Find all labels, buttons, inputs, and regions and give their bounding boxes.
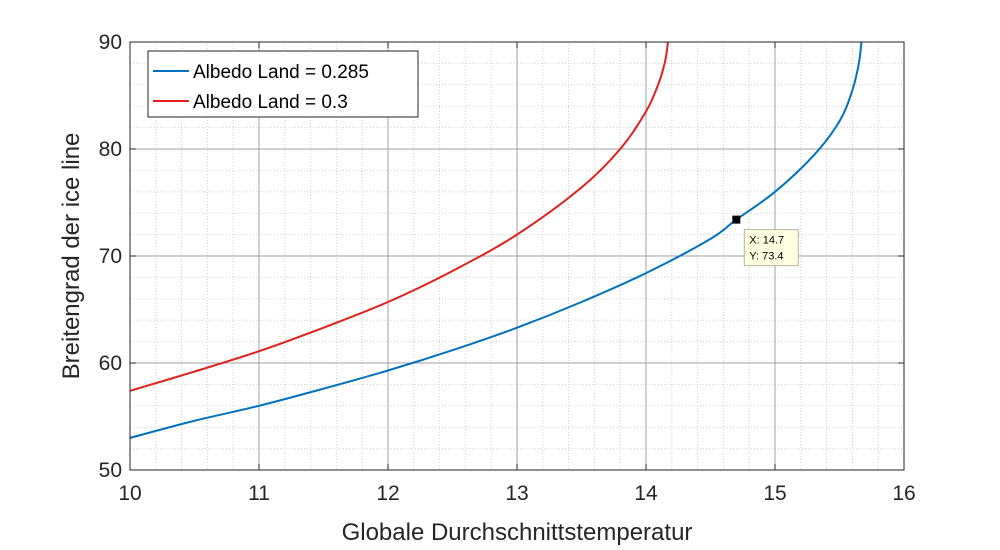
x-tick-label: 11 <box>248 482 270 505</box>
datatip[interactable]: X: 14.7 Y: 73.4 <box>732 215 799 267</box>
series-line-1[interactable] <box>129 41 669 392</box>
x-tick-label: 14 <box>634 482 658 505</box>
x-tick-label: 12 <box>376 482 399 505</box>
x-tick-label: 13 <box>505 482 528 505</box>
y-tick-label: 70 <box>99 245 122 268</box>
legend[interactable]: Albedo Land = 0.285 Albedo Land = 0.3 <box>147 50 419 118</box>
datatip-y-text: Y: 73.4 <box>749 251 783 263</box>
tick-marks <box>129 41 905 471</box>
x-tick-label: 15 <box>763 482 786 505</box>
x-tick-labels: 10 11 12 13 14 15 16 <box>118 482 915 505</box>
legend-box <box>147 50 419 118</box>
y-tick-label: 80 <box>99 138 122 161</box>
legend-label-albedo-0285: Albedo Land = 0.285 <box>193 62 369 83</box>
y-tick-labels: 50 60 70 80 90 <box>99 31 122 482</box>
datatip-box <box>743 229 799 267</box>
y-tick-label: 60 <box>99 352 122 375</box>
x-tick-label: 10 <box>118 482 141 505</box>
y-axis-label: Breitengrad der ice line <box>58 133 85 380</box>
series-layer <box>129 41 863 439</box>
legend-label-albedo-03: Albedo Land = 0.3 <box>193 92 348 113</box>
datatip-x-text: X: 14.7 <box>749 235 784 247</box>
series-line-0[interactable] <box>129 41 863 439</box>
y-tick-label: 50 <box>99 459 122 482</box>
y-tick-label: 90 <box>99 31 122 54</box>
x-tick-label: 16 <box>892 482 915 505</box>
datatip-marker[interactable] <box>732 215 741 224</box>
x-axis-label: Globale Durchschnittstemperatur <box>342 519 693 546</box>
